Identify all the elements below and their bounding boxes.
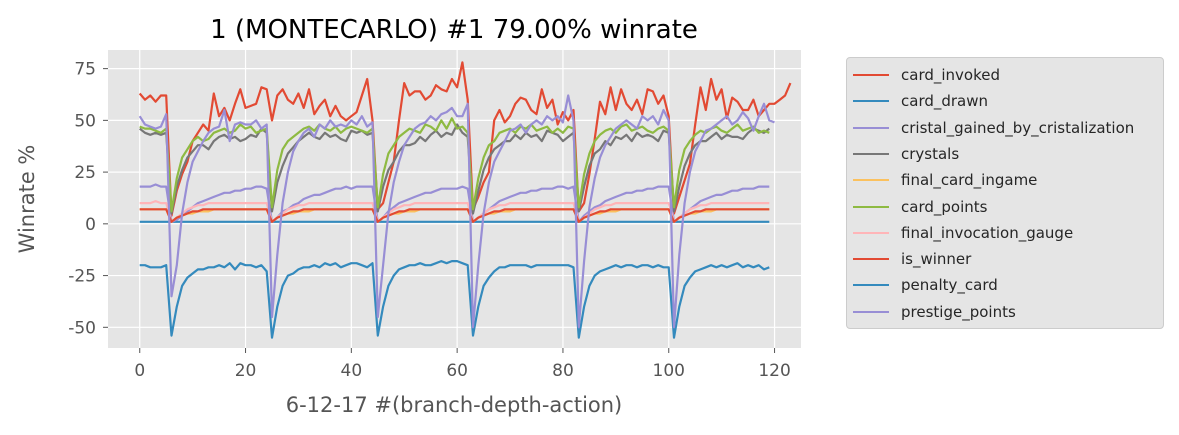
x-tick-label: 100	[653, 361, 685, 381]
x-axis-ticks: 0 20 40 60 80 100 120	[134, 348, 791, 381]
series-line-prestige-points	[138, 94, 775, 329]
series-line-penalty-card	[139, 260, 770, 339]
legend-swatch	[853, 284, 889, 287]
series-line-final-invocation-gauge	[139, 200, 770, 223]
legend: card_invoked card_drawn cristal_gained_by_…	[846, 57, 1164, 329]
legend-label: crystals	[901, 144, 960, 163]
y-axis-label: Winrate %	[15, 145, 39, 254]
x-tick-label: 80	[552, 361, 574, 381]
legend-swatch	[853, 258, 889, 261]
y-tick-label: 25	[74, 163, 96, 183]
legend-label: penalty_card	[901, 276, 998, 295]
y-tick-label: 0	[85, 215, 96, 235]
legend-item: final_card_ingame	[847, 167, 1037, 193]
legend-label: card_drawn	[901, 92, 989, 111]
series-line-crystals	[139, 123, 770, 215]
y-tick-label: 75	[74, 60, 96, 80]
x-tick-label: 20	[235, 361, 257, 381]
series-line-card-invoked	[138, 61, 792, 217]
grid	[108, 50, 801, 348]
x-tick-label: 60	[446, 361, 468, 381]
x-axis-label: 6-12-17 #(branch-depth-action)	[286, 393, 623, 417]
legend-swatch	[853, 126, 889, 129]
legend-swatch	[853, 74, 889, 76]
y-tick-label: -50	[68, 318, 96, 338]
legend-item: card_drawn	[847, 88, 988, 114]
legend-label: prestige_points	[901, 302, 1016, 321]
legend-item: crystals	[847, 141, 959, 167]
legend-swatch	[853, 205, 889, 208]
legend-item: card_invoked	[847, 62, 1000, 88]
legend-label: final_card_ingame	[901, 171, 1038, 190]
legend-label: card_points	[901, 197, 988, 216]
series-line-card-points	[139, 117, 770, 213]
legend-item: prestige_points	[847, 299, 1016, 325]
legend-label: is_winner	[901, 250, 972, 269]
y-tick-label: -25	[68, 267, 96, 287]
x-tick-label: 0	[134, 361, 145, 381]
y-axis-ticks: -50 -25 0 25 50 75	[68, 60, 108, 338]
legend-label: cristal_gained_by_cristalization	[901, 118, 1135, 137]
legend-label: card_invoked	[901, 66, 1000, 84]
plot-area	[108, 50, 801, 348]
y-tick-label: 50	[74, 111, 96, 131]
legend-swatch	[853, 152, 889, 155]
legend-label: final_invocation_gauge	[901, 223, 1074, 242]
x-tick-label: 120	[758, 361, 790, 381]
legend-item: penalty_card	[847, 272, 998, 298]
legend-item: cristal_gained_by_cristalization	[847, 115, 1134, 141]
legend-item: final_invocation_gauge	[847, 220, 1073, 246]
series-line-cristal-gained-by-cristalization	[139, 183, 770, 223]
legend-swatch	[853, 310, 889, 313]
series-lines	[138, 61, 792, 339]
legend-swatch	[853, 100, 889, 103]
series-line-is-winner	[139, 208, 770, 223]
legend-swatch	[853, 231, 889, 234]
legend-item: card_points	[847, 194, 987, 220]
legend-item: is_winner	[847, 246, 971, 272]
legend-swatch	[853, 179, 889, 182]
chart-title: 1 (MONTECARLO) #1 79.00% winrate	[210, 15, 698, 45]
x-tick-label: 40	[341, 361, 363, 381]
